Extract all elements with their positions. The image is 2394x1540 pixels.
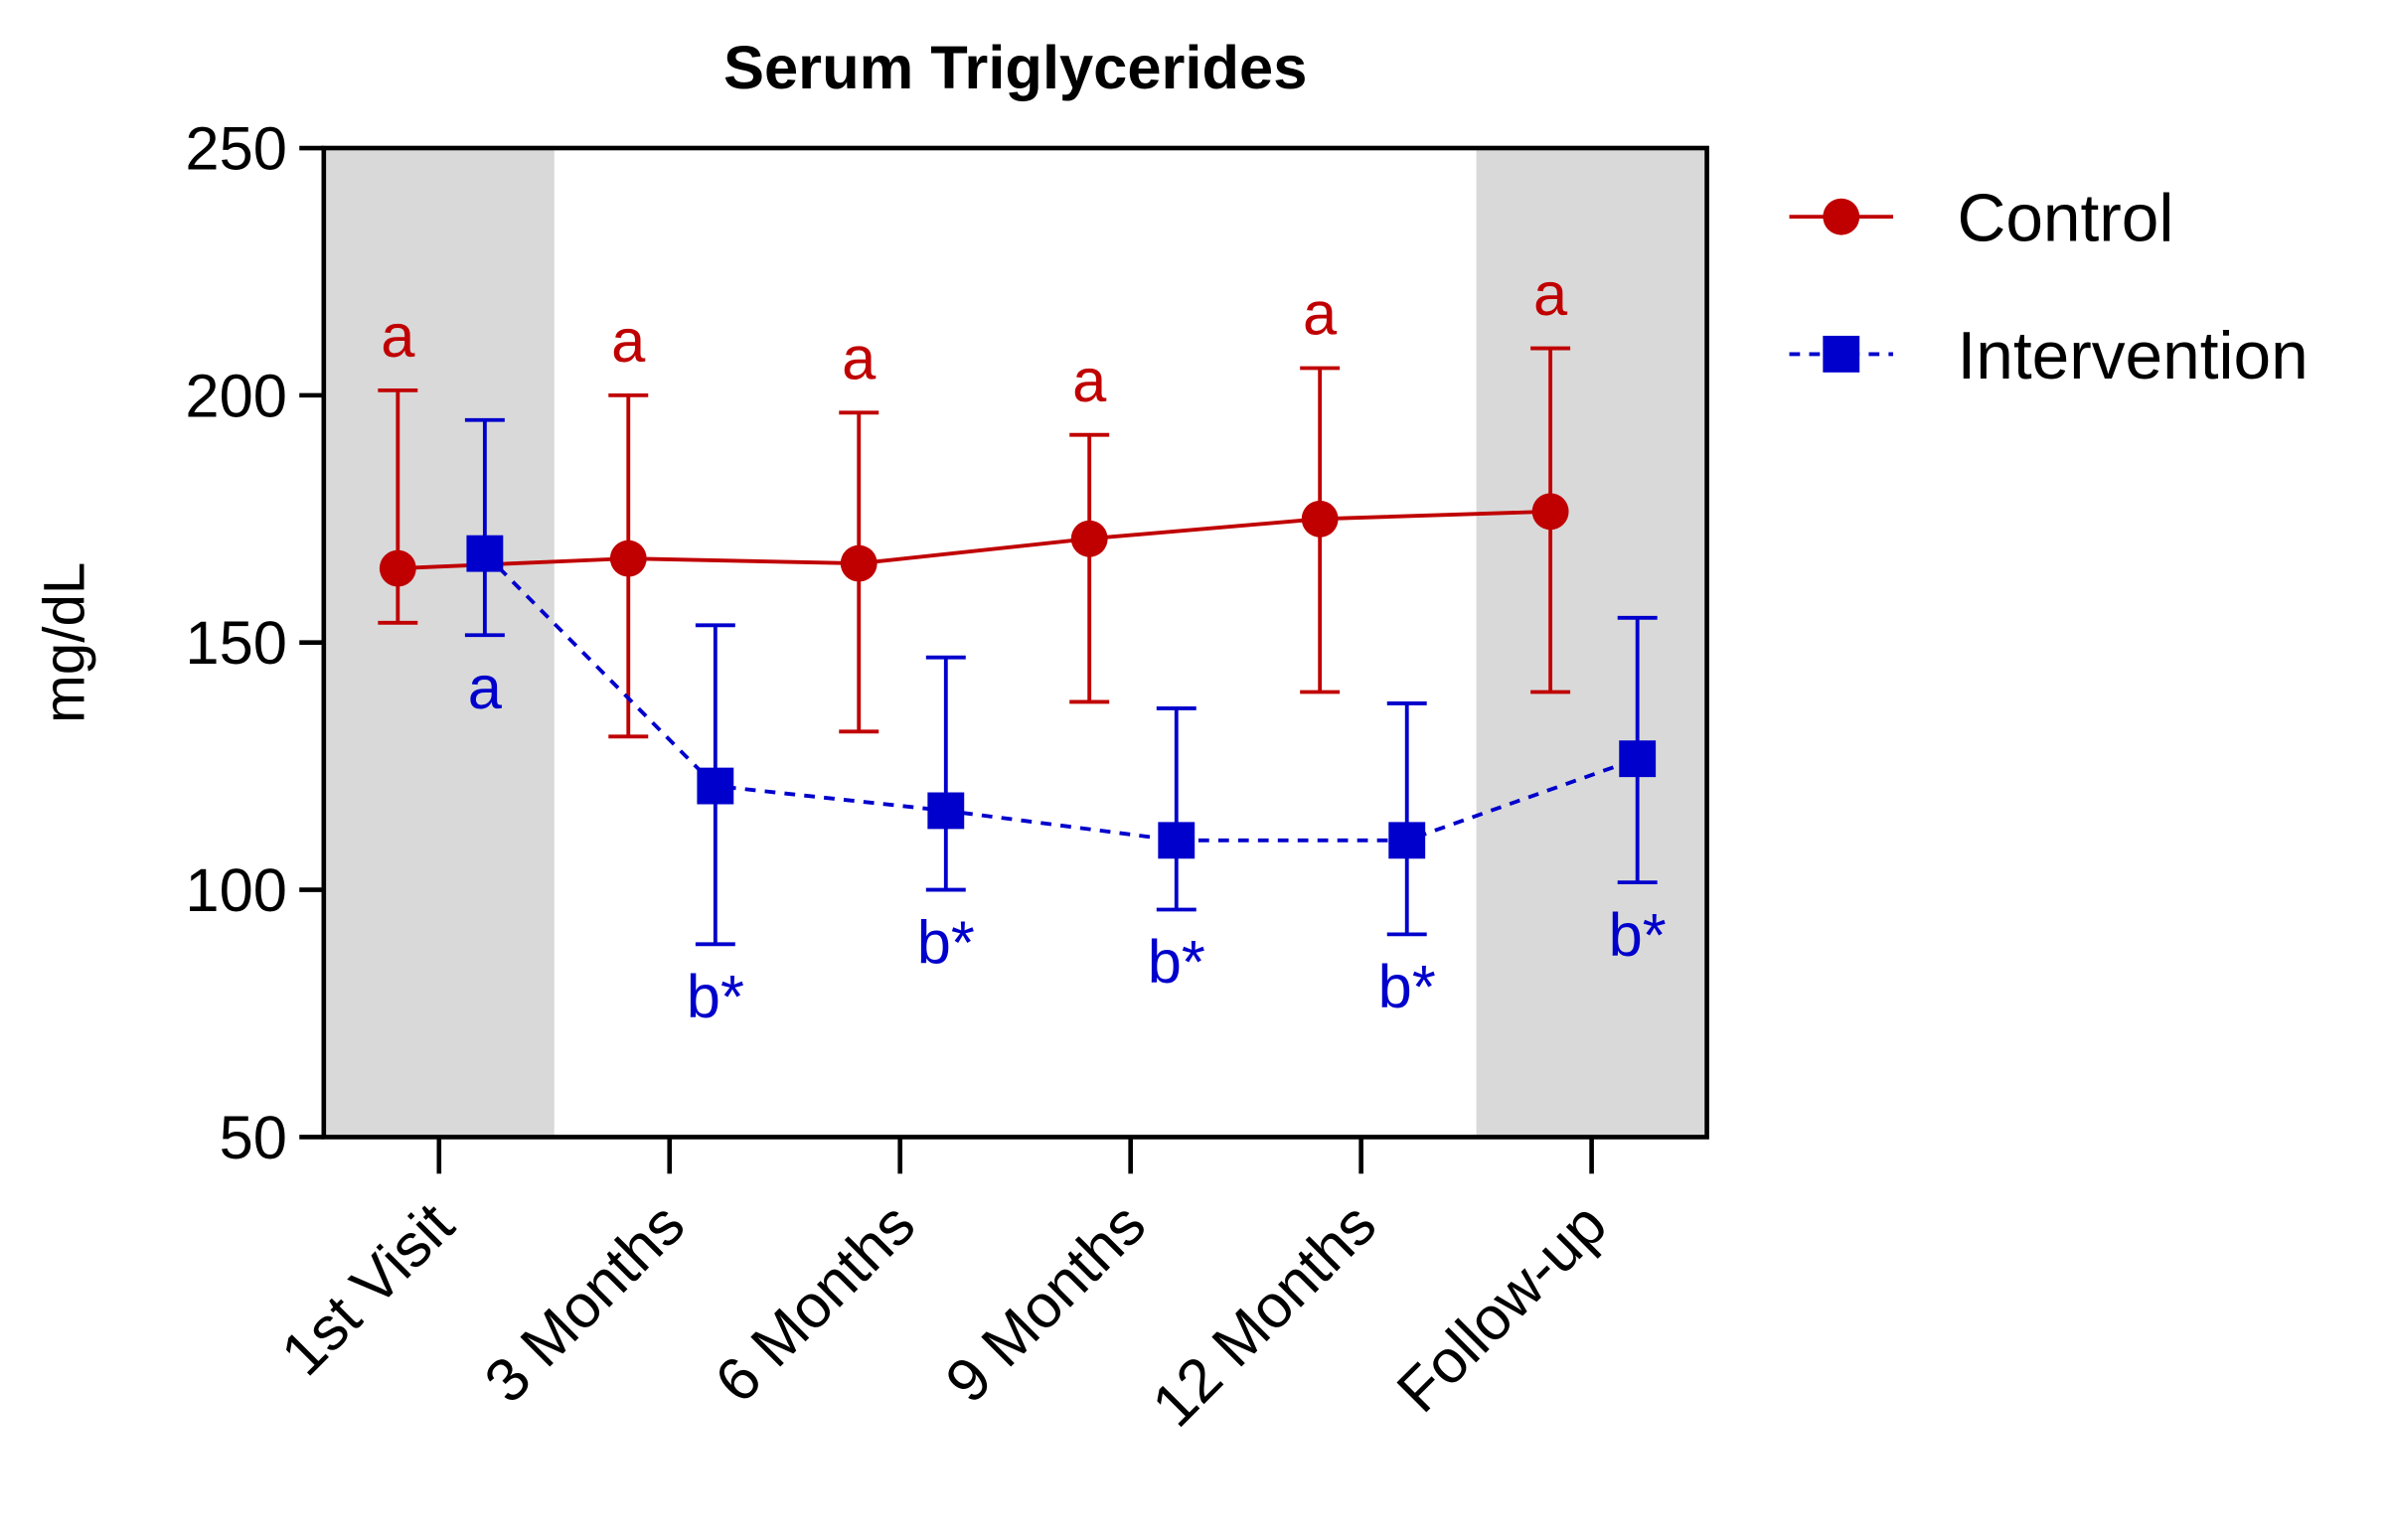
shaded-region bbox=[323, 148, 555, 1138]
marker bbox=[1531, 493, 1569, 531]
significance-label: a bbox=[381, 302, 415, 371]
x-tick-label: 3 Months bbox=[472, 1190, 698, 1416]
legend-label: Intervention bbox=[1958, 319, 2309, 393]
legend-label: Control bbox=[1958, 182, 2174, 256]
significance-label: a bbox=[1303, 280, 1338, 349]
marker bbox=[1619, 740, 1657, 778]
marker bbox=[840, 544, 878, 582]
legend-marker bbox=[1823, 198, 1860, 235]
series-line bbox=[398, 509, 1551, 570]
significance-label: a bbox=[611, 307, 646, 376]
x-tick-label: 6 Months bbox=[703, 1190, 928, 1416]
y-tick-label: 50 bbox=[220, 1104, 287, 1172]
marker bbox=[927, 792, 965, 830]
significance-label: a bbox=[1072, 347, 1107, 415]
marker bbox=[697, 767, 734, 805]
significance-label: b* bbox=[1609, 901, 1667, 970]
legend-marker bbox=[1823, 335, 1860, 373]
chart-title: Serum Triglycerides bbox=[723, 34, 1307, 102]
x-tick-label: 12 Months bbox=[1139, 1190, 1389, 1441]
y-axis-label: mg/dL bbox=[33, 562, 97, 723]
significance-label: a bbox=[842, 324, 877, 392]
significance-label: b* bbox=[1378, 953, 1436, 1021]
y-tick-label: 100 bbox=[185, 856, 287, 925]
x-tick-label: 1st Visit bbox=[268, 1190, 467, 1389]
shaded-region bbox=[1476, 148, 1707, 1138]
marker bbox=[466, 535, 504, 572]
significance-label: b* bbox=[687, 963, 744, 1031]
y-tick-label: 250 bbox=[185, 115, 287, 184]
significance-label: a bbox=[1533, 260, 1568, 329]
significance-label: b* bbox=[917, 908, 975, 977]
x-tick-label: Follow-up bbox=[1384, 1190, 1620, 1426]
marker bbox=[1158, 822, 1196, 859]
x-tick-label: 9 Months bbox=[933, 1190, 1159, 1416]
series-line bbox=[483, 551, 1639, 843]
significance-label: b* bbox=[1148, 928, 1205, 997]
significance-label: a bbox=[468, 654, 503, 722]
y-tick-label: 150 bbox=[185, 609, 287, 678]
marker bbox=[609, 539, 647, 577]
marker bbox=[379, 549, 416, 587]
marker bbox=[1070, 520, 1108, 557]
y-tick-label: 200 bbox=[185, 362, 287, 430]
marker bbox=[1301, 500, 1339, 538]
marker bbox=[1388, 822, 1426, 859]
